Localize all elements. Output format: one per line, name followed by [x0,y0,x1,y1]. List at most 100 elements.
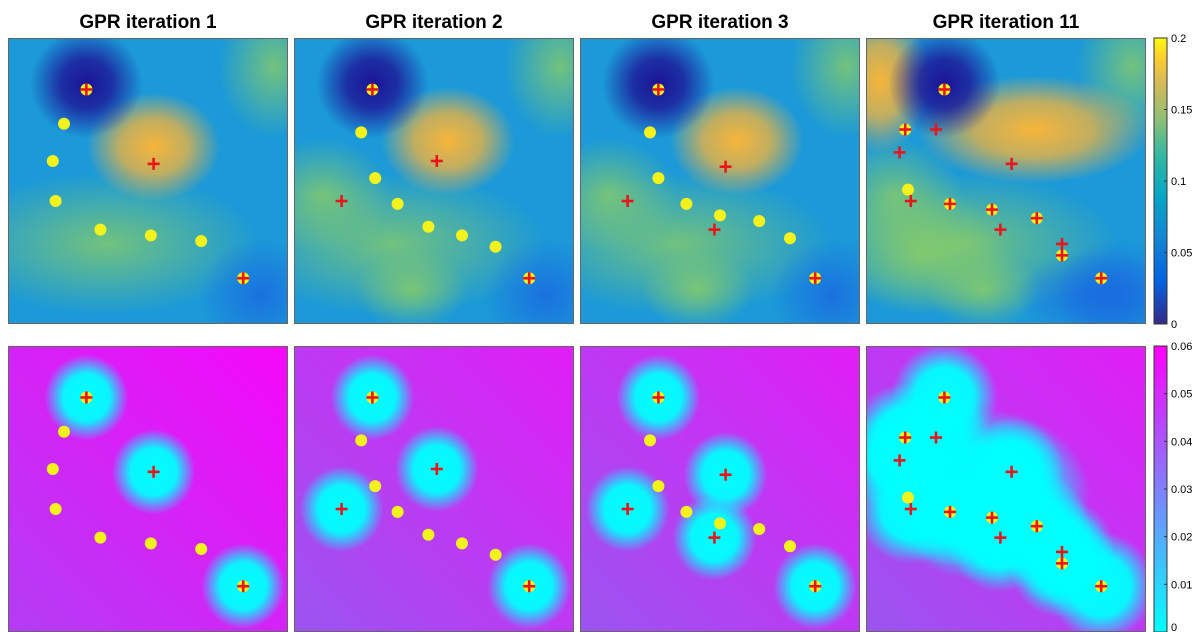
sample-point [49,195,62,208]
training-point [1095,580,1108,593]
markers [46,83,250,285]
sample-point [58,425,70,438]
colorbar-tick-label: 0.15 [1171,105,1192,117]
training-point [1005,157,1018,170]
training-point [147,465,160,478]
markers [335,83,536,285]
training-point [930,431,942,444]
colorbar-tick-label: 0.02 [1171,532,1192,544]
sample-point [456,537,468,550]
heatmap-region [866,189,1012,316]
colorbar-tick-label: 0.05 [1171,389,1192,401]
heatmap-region [580,138,678,253]
markers [46,391,250,593]
training-point [904,503,917,516]
colorbar-tick-label: 0 [1171,622,1177,632]
markers [621,391,822,593]
panel-title-1: GPR iteration 1 [79,12,217,33]
sample-point [195,543,208,556]
mean-panel-2 [294,38,574,324]
heatmap-region [294,138,392,253]
training-point [1005,465,1018,478]
sample-point [58,117,70,130]
training-point [719,468,732,481]
training-point [1056,249,1068,262]
colorbar-tick-label: 0 [1171,319,1177,331]
sample-point [753,215,766,228]
sample-point [644,126,656,139]
training-point [904,195,917,208]
sample-point [94,223,107,236]
training-point [80,83,93,96]
training-point [1056,557,1068,570]
training-point [930,123,942,136]
training-point [523,580,536,593]
heatmap-region [641,249,754,324]
training-point [237,580,250,593]
sample-point [489,548,502,561]
markers [893,83,1108,285]
colorbar-tick-label: 0.04 [1171,436,1192,448]
training-point [237,272,250,285]
sample-point [46,462,59,475]
uncertainty-low-region [877,408,1090,581]
markers [893,391,1108,593]
sample-point [644,434,656,447]
sample-point [49,503,62,516]
colorbar-tick-label: 0.1 [1171,176,1186,188]
training-point [335,503,348,516]
sample-point [391,197,404,210]
training-point [994,223,1007,236]
training-point [652,83,665,96]
sample-point [144,537,157,550]
training-point [986,203,998,216]
panel-border [866,38,1146,324]
heatmap-region [355,249,468,324]
colorbar-tick-label: 0.2 [1171,33,1186,45]
training-point [994,531,1007,544]
markers [335,391,536,593]
colorbar-tick-label: 0.06 [1171,341,1192,353]
sample-point [369,480,382,493]
sample-point [422,528,435,541]
sample-point [144,229,157,242]
sample-point [784,540,796,553]
heatmap-region [790,38,860,139]
training-point [899,431,912,444]
std-panel-4 [866,346,1146,632]
colorbar-tick-label: 0.05 [1171,248,1192,260]
sample-point [46,154,59,167]
training-point [147,157,160,170]
sample-point [902,183,914,196]
heatmap-region [8,172,260,316]
training-point [80,391,93,404]
sample-point [489,240,502,253]
training-point [986,511,998,524]
training-point [893,454,906,467]
sample-point [652,480,665,493]
heatmap-region [218,38,288,139]
sample-point [753,523,766,536]
training-point [1095,272,1108,285]
training-point [708,223,721,236]
panel-titles: GPR iteration 1 GPR iteration 2 GPR iterat… [79,12,1079,33]
training-point [1030,520,1043,533]
markers [621,83,822,285]
heatmap-region [504,38,574,139]
sample-point [355,126,368,139]
training-point [944,505,956,518]
sample-point [902,491,914,504]
sample-point [680,505,693,518]
training-point [430,462,443,475]
training-point [893,146,906,159]
training-point [719,160,732,173]
sample-point [714,209,726,222]
colorbar-tick-label: 0.01 [1171,579,1192,591]
sample-point [680,197,693,210]
sample-point [369,172,382,185]
sample-point [784,232,796,245]
sample-point [714,517,726,530]
training-point [1030,212,1043,225]
training-point [944,197,956,210]
